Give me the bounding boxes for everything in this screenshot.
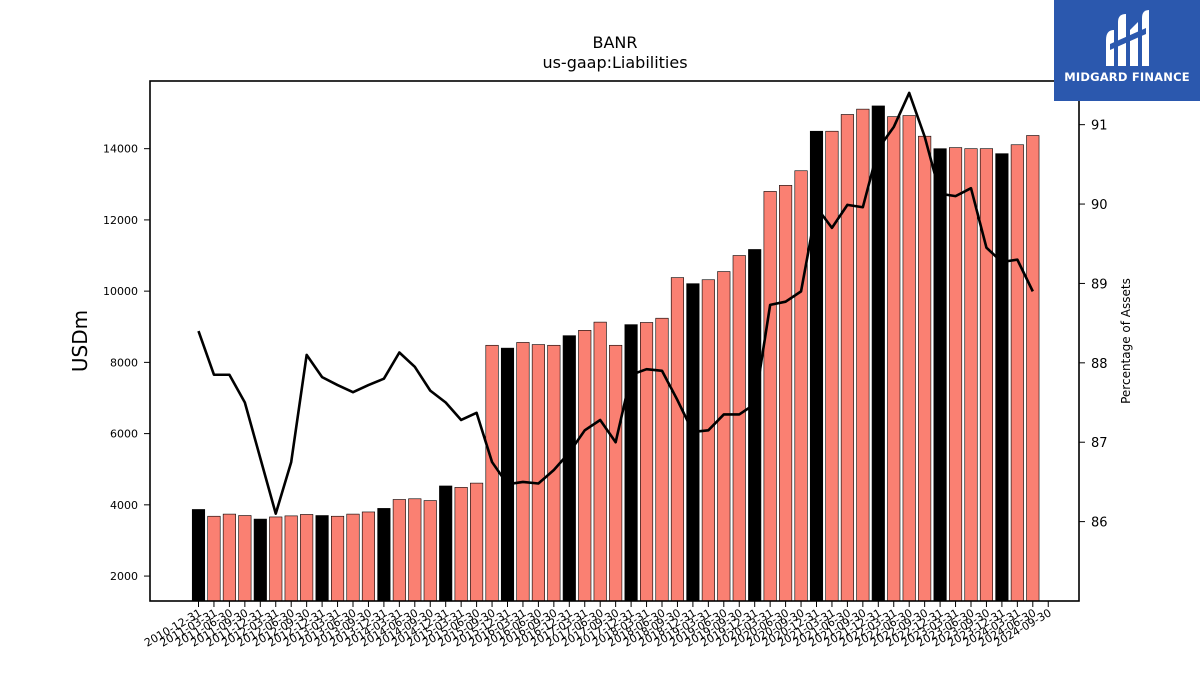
y2-tick-label: 90 [1091, 198, 1108, 213]
bar [794, 170, 808, 602]
bar [670, 277, 685, 602]
bar [361, 511, 376, 602]
bar [639, 322, 654, 602]
bar [269, 516, 283, 602]
bar [222, 513, 236, 602]
bar [516, 342, 530, 602]
bar [979, 148, 994, 602]
bar [809, 130, 824, 602]
bar [902, 115, 916, 602]
bar [207, 515, 221, 602]
y2-tick-label: 86 [1091, 516, 1108, 531]
y2-tick-label: 91 [1091, 119, 1108, 134]
bar [717, 271, 731, 602]
bars-group [191, 105, 1040, 602]
bar [887, 116, 901, 602]
right-axis: 86 87 88 89 90 91 [1079, 119, 1108, 531]
y2-tick-label: 88 [1091, 357, 1108, 372]
bar [253, 518, 267, 602]
bar [624, 324, 638, 602]
y-axis-label: USDm [68, 310, 92, 372]
chart-title: BANR [592, 33, 637, 52]
bar [856, 108, 870, 602]
y2-tick-label: 87 [1091, 436, 1108, 451]
bar [840, 114, 854, 602]
plot-frame [149, 80, 1080, 602]
bar [238, 515, 252, 602]
bar [763, 191, 777, 602]
bar [408, 498, 422, 602]
bar [1010, 144, 1024, 602]
bar [609, 344, 623, 602]
bar [315, 515, 329, 602]
bar [933, 148, 947, 602]
y-tick-label: 2000 [110, 570, 138, 583]
bar [454, 487, 468, 602]
y-tick-label: 6000 [110, 428, 138, 441]
brand-logo: MIDGARD FINANCE [1054, 0, 1200, 101]
x-axis: 2010-12-312011-03-312011-06-302011-09-30… [142, 601, 1054, 650]
bar [686, 283, 700, 602]
bar [191, 509, 206, 602]
bar [284, 515, 298, 602]
bar [748, 249, 762, 602]
bar [330, 515, 345, 602]
bar [500, 347, 515, 602]
bar [531, 344, 545, 602]
bar [346, 513, 360, 602]
bar [995, 153, 1009, 602]
bar [485, 344, 499, 602]
y-tick-label: 10000 [103, 285, 138, 298]
percentage-line [197, 91, 1034, 515]
bar [779, 185, 793, 602]
y-tick-label: 4000 [110, 499, 138, 512]
bar [300, 514, 314, 602]
bar [578, 330, 592, 602]
bar [377, 508, 391, 602]
chart-subtitle: us-gaap:Liabilities [542, 53, 687, 72]
y-tick-label: 8000 [110, 356, 138, 369]
bar [825, 130, 839, 602]
bar [655, 317, 669, 602]
bar [392, 499, 406, 602]
bar [562, 335, 576, 602]
bar [593, 321, 607, 602]
bar [732, 255, 746, 602]
bar [871, 105, 885, 602]
bar [701, 279, 715, 602]
y2-axis-label: Percentage of Assets [1119, 278, 1133, 404]
bar [918, 135, 932, 602]
bar [964, 148, 978, 602]
bar [439, 485, 453, 602]
bar [1026, 135, 1040, 602]
logo-mark-icon [1106, 10, 1149, 66]
bar [948, 147, 963, 602]
left-axis: 2000 4000 6000 8000 10000 12000 14000 [103, 143, 150, 583]
y2-tick-label: 89 [1091, 277, 1108, 292]
y-tick-label: 12000 [103, 214, 138, 227]
y-tick-label: 14000 [103, 143, 138, 156]
line-group [197, 91, 1034, 515]
logo-text: MIDGARD FINANCE [1064, 70, 1190, 84]
bar [470, 482, 484, 602]
bar [423, 500, 437, 602]
